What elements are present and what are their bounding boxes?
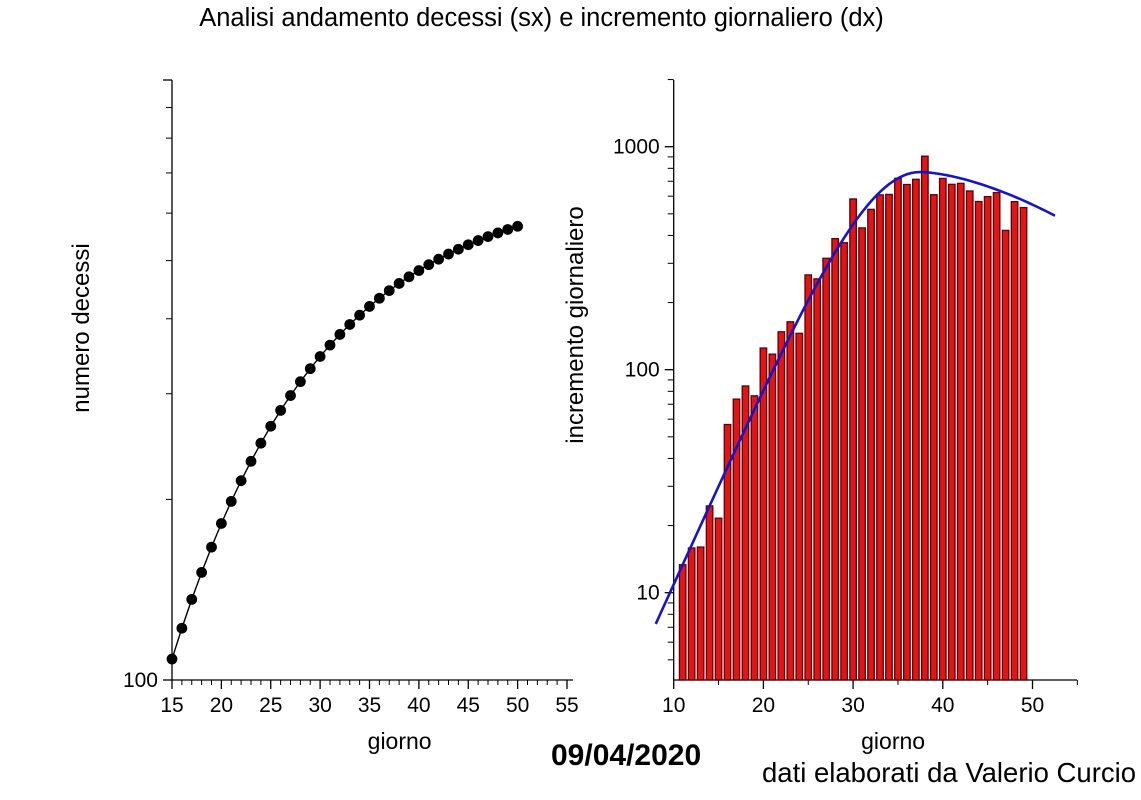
svg-text:100: 100 <box>625 359 660 382</box>
svg-text:40: 40 <box>931 694 954 717</box>
svg-text:45: 45 <box>457 694 480 717</box>
svg-text:100: 100 <box>123 669 158 692</box>
svg-text:1000: 1000 <box>613 136 660 159</box>
svg-text:25: 25 <box>259 694 282 717</box>
svg-text:30: 30 <box>308 694 331 717</box>
svg-text:20: 20 <box>752 694 775 717</box>
svg-text:10: 10 <box>636 582 659 605</box>
svg-text:35: 35 <box>358 694 381 717</box>
svg-text:15: 15 <box>160 694 183 717</box>
svg-text:10: 10 <box>662 694 685 717</box>
svg-text:40: 40 <box>407 694 430 717</box>
svg-text:30: 30 <box>841 694 864 717</box>
svg-text:50: 50 <box>1021 694 1044 717</box>
svg-text:50: 50 <box>506 694 529 717</box>
svg-text:20: 20 <box>210 694 233 717</box>
svg-text:55: 55 <box>555 694 578 717</box>
